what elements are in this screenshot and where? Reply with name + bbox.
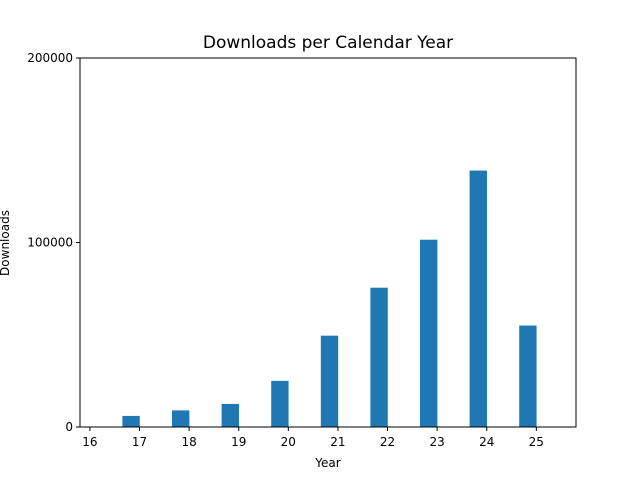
- bar-23: [420, 239, 438, 427]
- y-axis-ticks: 0 100000 200000: [27, 51, 80, 434]
- x-tick-label: 20: [281, 435, 296, 449]
- x-tick-label: 18: [181, 435, 196, 449]
- bar-17: [122, 415, 140, 427]
- chart-title: Downloads per Calendar Year: [203, 33, 453, 53]
- x-tick-label: 23: [429, 435, 444, 449]
- x-tick-label: 22: [380, 435, 395, 449]
- x-tick-label: 24: [479, 435, 494, 449]
- y-tick-label: 200000: [27, 51, 73, 65]
- x-axis-ticks: 16 17 18 19 20 21 22 23 24 25: [82, 427, 544, 449]
- bar-18: [172, 410, 190, 427]
- y-tick-label: 0: [65, 420, 73, 434]
- x-tick-label: 19: [231, 435, 246, 449]
- bar-21: [320, 335, 339, 427]
- x-tick-label: 21: [330, 435, 345, 449]
- y-tick-label: 100000: [27, 236, 73, 250]
- bar-24: [469, 170, 487, 428]
- plot-frame: [79, 57, 577, 428]
- x-tick-label: 25: [529, 435, 544, 449]
- bars-group: [122, 170, 537, 428]
- bar-19: [221, 403, 239, 427]
- x-tick-label: 17: [132, 435, 147, 449]
- x-axis-label: Year: [314, 456, 340, 470]
- x-tick-label: 16: [82, 435, 97, 449]
- bar-20: [271, 380, 289, 427]
- bar-25: [519, 325, 537, 427]
- bar-22: [370, 287, 388, 427]
- y-axis-label: Downloads: [0, 210, 12, 276]
